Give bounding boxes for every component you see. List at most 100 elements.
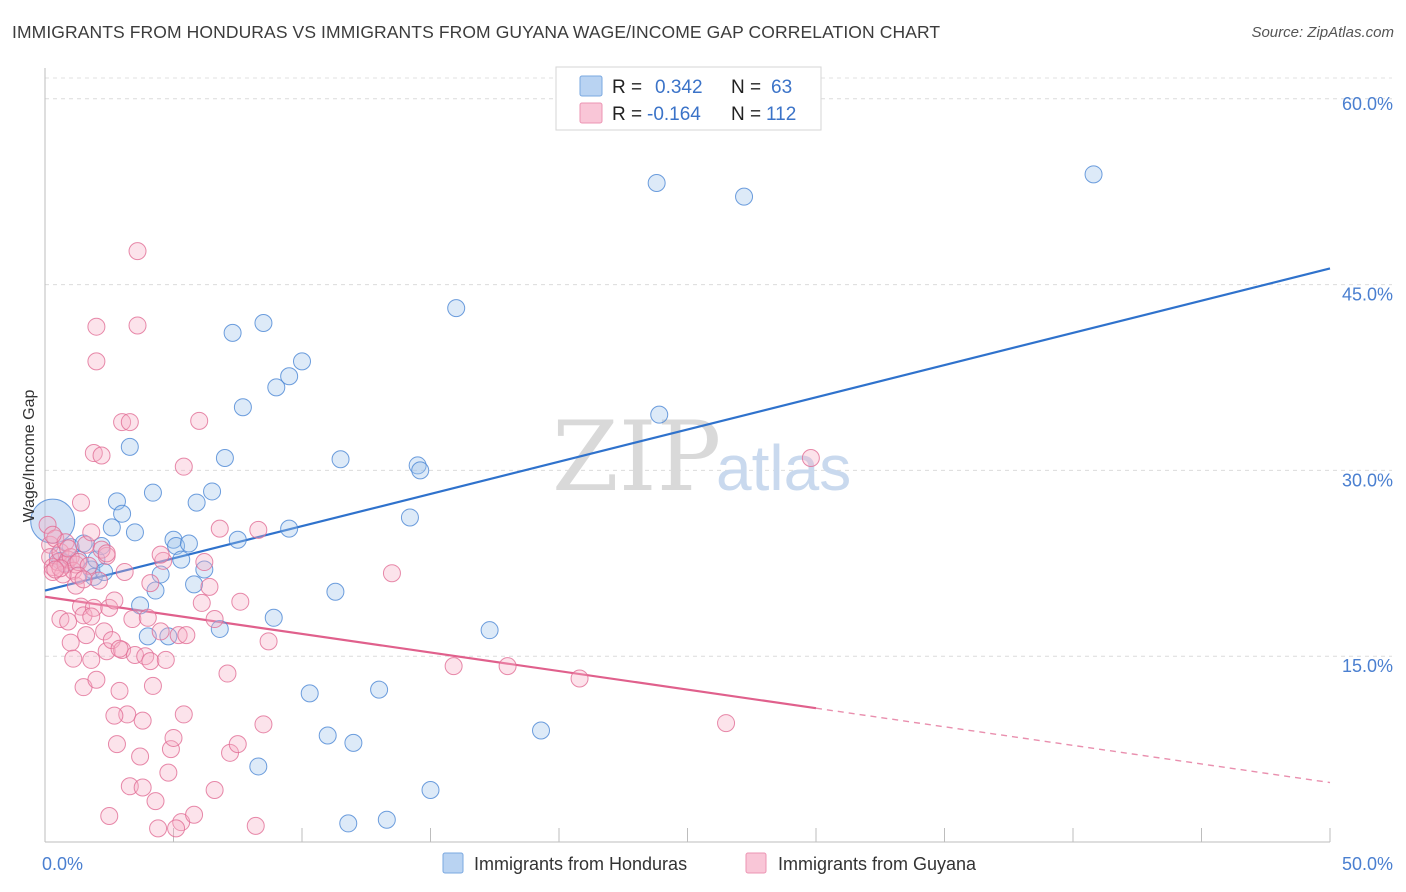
- guyana-point: [249, 520, 268, 539]
- legend-r-label: R =: [612, 104, 642, 125]
- guyana-point: [38, 515, 57, 534]
- guyana-point: [498, 657, 517, 676]
- tick-labels: 15.0% 30.0% 45.0% 60.0% 0.0% 50.0%: [42, 94, 1393, 874]
- watermark-atlas: atlas: [716, 432, 851, 504]
- honduras-point: [735, 187, 754, 206]
- legend-row-guyana: R = -0.164 N = 112: [579, 102, 796, 125]
- honduras-point: [344, 733, 363, 752]
- honduras-point: [421, 780, 440, 799]
- y-tick-label: 30.0%: [1342, 470, 1393, 490]
- guyana-point: [115, 562, 134, 581]
- guyana-point: [82, 523, 101, 542]
- legend-swatch-guyana: [579, 102, 603, 124]
- guyana-point: [136, 647, 155, 666]
- legend-r-value: -0.164: [647, 104, 701, 125]
- honduras-point: [254, 313, 273, 332]
- bottom-legend-swatch-guyana: [745, 852, 767, 874]
- guyana-point: [570, 669, 589, 688]
- honduras-point: [179, 534, 198, 553]
- guyana-point: [97, 544, 116, 563]
- guyana-point: [66, 555, 85, 574]
- guyana-point: [138, 608, 157, 627]
- guyana-point: [174, 457, 193, 476]
- data-points: [30, 165, 1103, 838]
- honduras-point: [647, 174, 666, 193]
- guyana-point: [69, 553, 88, 572]
- guyana-point: [246, 816, 265, 835]
- chart-source: Source: ZipAtlas.com: [1251, 24, 1394, 41]
- y-tick-label: 60.0%: [1342, 94, 1393, 114]
- bottom-legend-swatch-honduras: [442, 852, 464, 874]
- honduras-point: [210, 619, 229, 638]
- guyana-point: [161, 740, 180, 759]
- honduras-point: [280, 367, 299, 386]
- guyana-point: [82, 607, 101, 626]
- guyana-point: [71, 493, 90, 512]
- guyana-point: [192, 593, 211, 612]
- guyana-point: [190, 411, 209, 430]
- guyana-point: [92, 446, 111, 465]
- guyana-point: [46, 560, 65, 579]
- honduras-point: [223, 323, 242, 342]
- guyana-point: [87, 670, 106, 689]
- guyana-point: [151, 622, 170, 641]
- guyana-point: [205, 780, 224, 799]
- honduras-point: [187, 493, 206, 512]
- honduras-point: [233, 398, 252, 417]
- honduras-point: [331, 450, 350, 469]
- guyana-point: [59, 612, 78, 631]
- guyana-point: [87, 317, 106, 336]
- guyana-point: [801, 449, 820, 467]
- honduras-point: [195, 560, 214, 579]
- legend-r-value: 0.342: [655, 77, 703, 98]
- honduras-point: [203, 482, 222, 501]
- guyana-point: [128, 242, 147, 261]
- honduras-trend-line: [44, 267, 1331, 592]
- guyana-point: [254, 715, 273, 734]
- guyana-point: [59, 539, 78, 558]
- guyana-point: [200, 577, 219, 596]
- guyana-point: [128, 316, 147, 335]
- guyana-point: [210, 519, 229, 538]
- guyana-point: [159, 763, 178, 782]
- guyana-point: [74, 606, 93, 625]
- honduras-point: [532, 721, 551, 740]
- guyana-point: [120, 777, 139, 796]
- x-tick-label: 0.0%: [42, 854, 83, 874]
- guyana-point: [382, 564, 401, 583]
- guyana-point: [228, 735, 247, 754]
- honduras-point: [447, 299, 466, 318]
- guyana-point: [156, 650, 175, 669]
- bottom-legend: Immigrants from Honduras Immigrants from…: [442, 852, 977, 874]
- guyana-point: [87, 352, 106, 371]
- x-tick-label: 50.0%: [1342, 854, 1393, 874]
- chart-title: IMMIGRANTS FROM HONDURAS VS IMMIGRANTS F…: [12, 22, 941, 42]
- honduras-point: [215, 449, 234, 467]
- guyana-point: [110, 681, 129, 700]
- guyana-point: [110, 639, 129, 658]
- guyana-point: [218, 664, 237, 683]
- honduras-point: [228, 530, 247, 549]
- legend-row-honduras: R = 0.342 N = 63: [579, 75, 792, 98]
- honduras-point: [318, 726, 337, 745]
- guyana-point: [120, 413, 139, 432]
- guyana-point: [105, 706, 124, 725]
- honduras-point: [411, 461, 430, 480]
- guyana-point: [717, 714, 736, 733]
- honduras-point: [249, 757, 268, 776]
- guyana-trend-line: [44, 595, 817, 710]
- guyana-point: [205, 610, 224, 629]
- honduras-point: [650, 405, 669, 424]
- guyana-point: [185, 805, 204, 824]
- legend-n-value: 63: [771, 77, 792, 98]
- guyana-point: [141, 652, 160, 671]
- bottom-legend-label-guyana: Immigrants from Guyana: [778, 854, 977, 874]
- guyana-point: [131, 747, 150, 766]
- gridlines: [45, 77, 1392, 657]
- honduras-point: [370, 680, 389, 699]
- guyana-point: [133, 711, 152, 730]
- honduras-point: [377, 810, 396, 829]
- honduras-point: [326, 582, 345, 601]
- guyana-point: [143, 676, 162, 695]
